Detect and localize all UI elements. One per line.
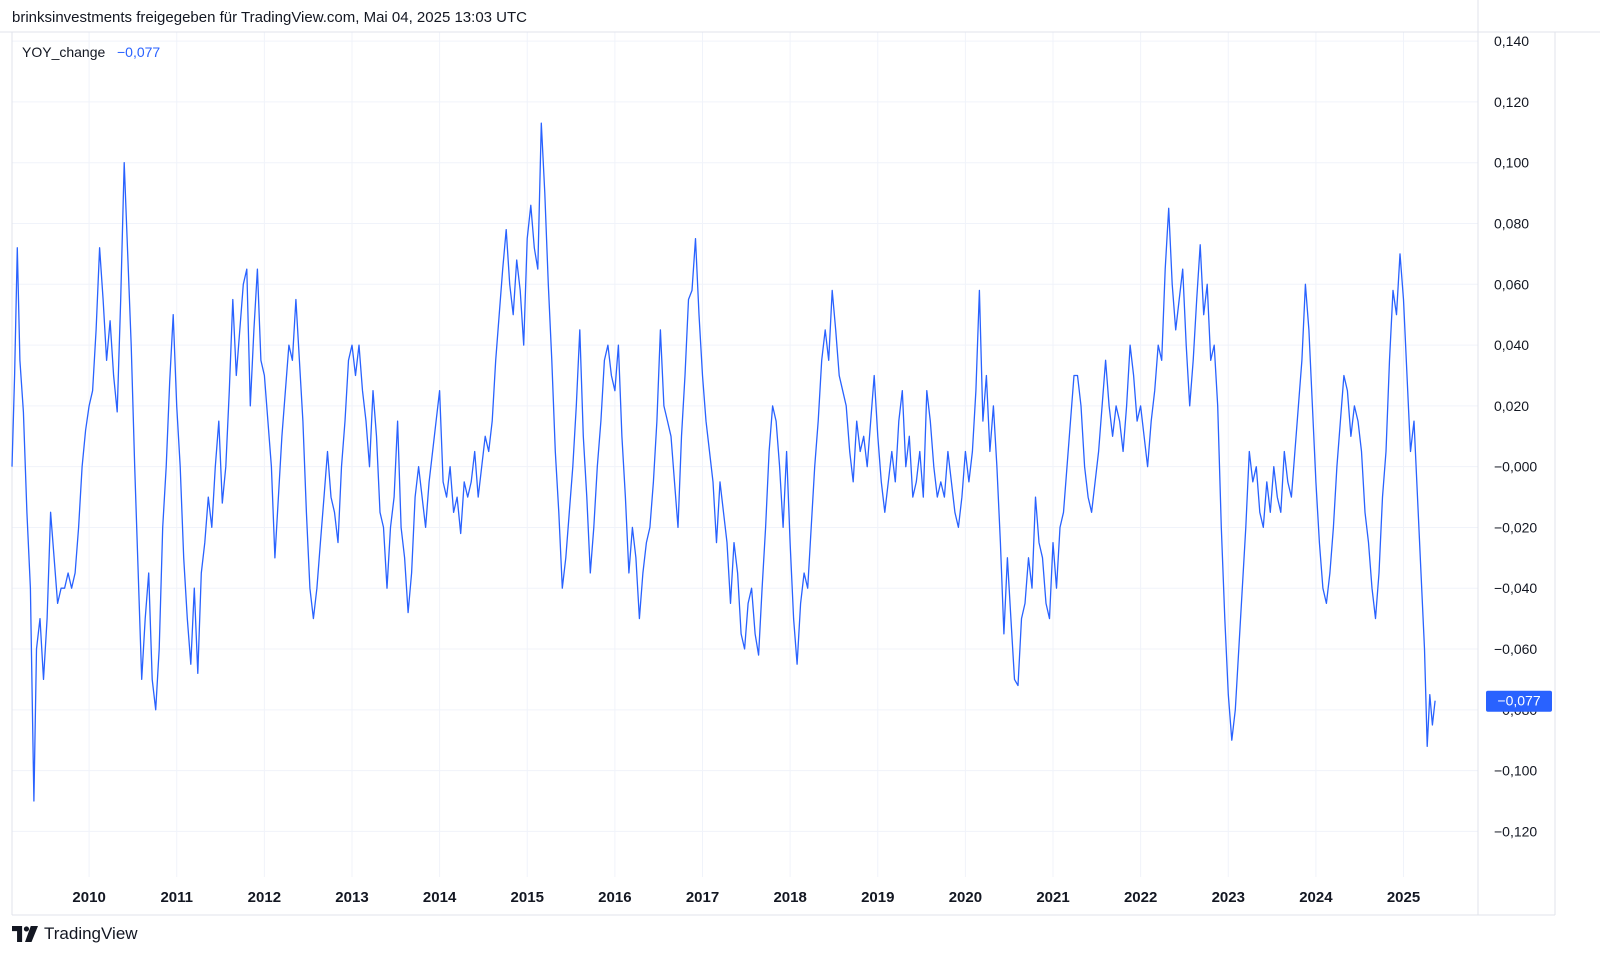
x-tick-label: 2022	[1124, 889, 1157, 906]
series-line-yoy-change	[11, 122, 1436, 802]
grid	[12, 32, 1478, 877]
x-tick-label: 2018	[773, 889, 806, 906]
y-tick-label: −0,060	[1494, 641, 1537, 657]
footer: TradingView	[12, 924, 138, 944]
x-tick-label: 2014	[423, 889, 457, 906]
x-tick-label: 2010	[72, 889, 105, 906]
chart-attribution: brinksinvestments freigegeben für Tradin…	[12, 9, 527, 26]
series-group	[11, 122, 1436, 802]
y-tick-label: 0,060	[1494, 276, 1529, 292]
y-axis[interactable]: 0,140 0,120 0,100 0,080 0,060 0,040 0,020 −0,00…	[1494, 33, 1537, 839]
x-tick-label: 2021	[1036, 889, 1069, 906]
x-tick-label: 2025	[1387, 889, 1420, 906]
last-value-badge-label: −0,077	[1497, 693, 1540, 709]
footer-brand[interactable]: TradingView	[44, 924, 138, 943]
y-tick-label: 0,120	[1494, 94, 1529, 110]
x-tick-label: 2013	[335, 889, 368, 906]
last-value-badge: −0,077	[1486, 690, 1552, 712]
x-tick-label: 2019	[861, 889, 894, 906]
y-tick-label: 0,080	[1494, 215, 1529, 231]
tradingview-logo-icon	[12, 926, 38, 942]
x-tick-label: 2012	[248, 889, 281, 906]
plot-frame	[0, 0, 1600, 916]
x-tick-label: 2016	[598, 889, 631, 906]
x-tick-label: 2024	[1299, 889, 1333, 906]
y-tick-label: −0,000	[1494, 459, 1537, 475]
legend[interactable]: YOY_change −0,077	[22, 44, 160, 60]
x-tick-label: 2011	[160, 889, 193, 906]
legend-series-name: YOY_change	[22, 44, 105, 60]
y-tick-label: 0,100	[1494, 155, 1529, 171]
x-tick-label: 2020	[949, 889, 982, 906]
y-tick-label: 0,140	[1494, 33, 1529, 49]
x-tick-label: 2017	[686, 889, 719, 906]
y-tick-label: −0,100	[1494, 763, 1537, 779]
y-tick-label: −0,120	[1494, 823, 1537, 839]
y-tick-label: 0,020	[1494, 398, 1529, 414]
last-value-badge-bg	[1486, 690, 1552, 712]
x-tick-label: 2023	[1212, 889, 1245, 906]
y-tick-label: −0,040	[1494, 580, 1537, 596]
y-tick-label: −0,020	[1494, 519, 1537, 535]
x-axis[interactable]: 2010 2011 2012 2013 2014 2015 2016 2017 2018 2019…	[72, 889, 1420, 906]
y-tick-label: 0,040	[1494, 337, 1529, 353]
x-tick-label: 2015	[511, 889, 544, 906]
legend-last-value: −0,077	[117, 44, 160, 60]
